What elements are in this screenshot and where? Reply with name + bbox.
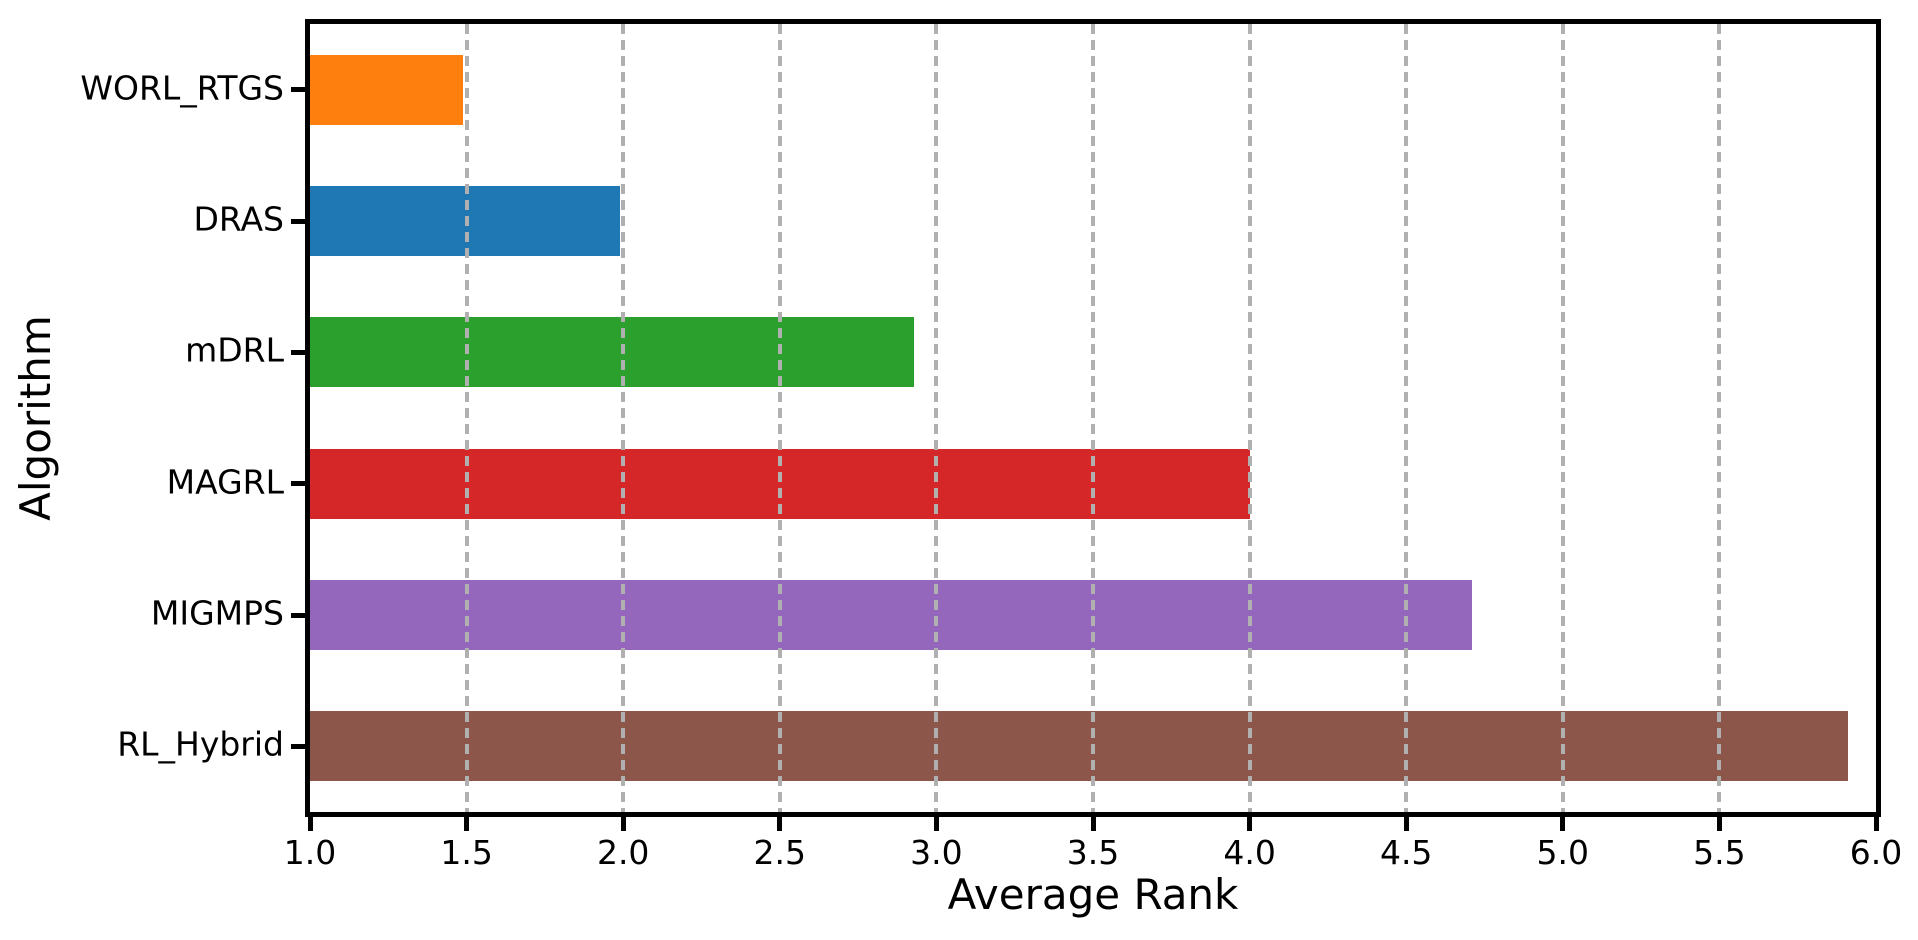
x-tick-label-3.5: 3.5 — [1066, 833, 1120, 872]
gridline-5.0 — [1560, 24, 1565, 812]
x-tick-label-5.0: 5.0 — [1536, 833, 1590, 872]
y-tick-mark-MAGRL — [291, 481, 305, 487]
x-tick-label-4.5: 4.5 — [1379, 833, 1433, 872]
y-tick-label-MIGMPS: MIGMPS — [150, 593, 284, 633]
y-tick-label-WORL_RTGS: WORL_RTGS — [80, 68, 284, 108]
x-tick-mark-1.0 — [307, 817, 313, 831]
bar-mDRL — [310, 317, 915, 388]
gridline-4.0 — [1247, 24, 1252, 812]
x-tick-mark-2.0 — [620, 817, 626, 831]
gridline-1.5 — [464, 24, 469, 812]
gridline-3.0 — [934, 24, 939, 812]
x-tick-label-4.0: 4.0 — [1223, 833, 1276, 872]
plot-area — [305, 19, 1881, 817]
x-tick-label-5.5: 5.5 — [1693, 833, 1746, 872]
x-axis-label: Average Rank — [947, 870, 1239, 919]
x-tick-mark-6.0 — [1873, 817, 1879, 831]
x-tick-mark-1.5 — [464, 817, 470, 831]
gridline-4.5 — [1404, 24, 1409, 812]
x-tick-label-6.0: 6.0 — [1849, 833, 1903, 872]
x-tick-label-2.5: 2.5 — [753, 833, 807, 872]
gridlines-layer — [310, 24, 1876, 812]
gridline-5.5 — [1717, 24, 1722, 812]
gridline-2.0 — [621, 24, 626, 812]
x-tick-mark-3.5 — [1090, 817, 1096, 831]
gridline-3.5 — [1091, 24, 1095, 812]
gridline-2.5 — [777, 24, 782, 812]
x-tick-mark-5.5 — [1716, 817, 1722, 831]
x-tick-mark-4.0 — [1247, 817, 1253, 831]
y-tick-label-mDRL: mDRL — [185, 330, 284, 370]
bar-MIGMPS — [310, 580, 1472, 650]
x-tick-mark-4.5 — [1403, 817, 1409, 831]
bar-RL_Hybrid — [310, 711, 1848, 782]
x-tick-mark-2.5 — [777, 817, 783, 831]
x-tick-label-3.0: 3.0 — [910, 833, 963, 872]
x-tick-label-1.0: 1.0 — [283, 833, 337, 872]
x-tick-label-2.0: 2.0 — [596, 833, 650, 872]
y-tick-mark-MIGMPS — [291, 612, 305, 618]
x-tick-label-1.5: 1.5 — [440, 833, 493, 872]
y-tick-label-MAGRL: MAGRL — [166, 462, 284, 502]
y-tick-label-DRAS: DRAS — [193, 199, 284, 239]
x-tick-mark-5.0 — [1560, 817, 1566, 831]
x-tick-mark-3.0 — [933, 817, 939, 831]
y-tick-label-RL_Hybrid: RL_Hybrid — [117, 724, 284, 764]
y-tick-mark-mDRL — [291, 349, 305, 355]
bar-WORL_RTGS — [310, 54, 464, 125]
y-tick-mark-RL_Hybrid — [291, 743, 305, 749]
y-tick-mark-DRAS — [291, 218, 305, 224]
y-tick-mark-WORL_RTGS — [291, 87, 305, 93]
